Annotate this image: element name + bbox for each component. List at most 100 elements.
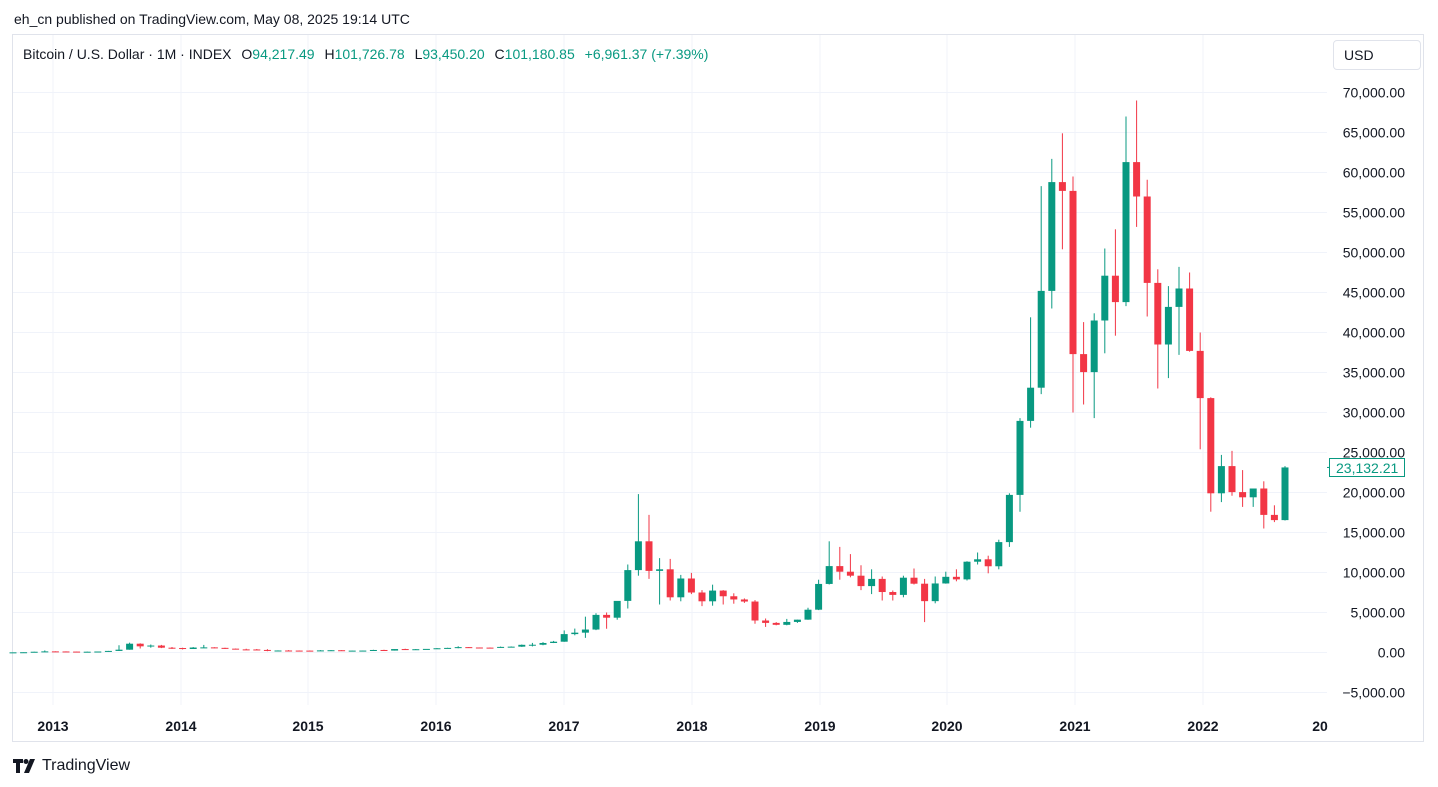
candle <box>836 546 844 580</box>
candle <box>1186 272 1194 352</box>
candle <box>931 576 939 604</box>
tradingview-logo[interactable]: TradingView <box>13 757 130 775</box>
candle-body <box>1005 494 1013 543</box>
candle <box>380 649 388 651</box>
y-tick-label: 65,000.00 <box>1343 125 1405 141</box>
y-axis-labels: 70,000.00 65,000.00 60,000.00 55,000.00 50,0… <box>1342 85 1405 701</box>
open-label: O <box>241 46 253 62</box>
candle <box>984 555 992 574</box>
candle <box>868 569 876 595</box>
high-label: H <box>324 46 335 62</box>
candle <box>878 576 886 601</box>
candle-body <box>157 645 165 648</box>
candle <box>454 646 462 649</box>
candle-body <box>952 576 960 580</box>
candle-body <box>232 648 240 650</box>
low-label: L <box>414 46 423 62</box>
candle <box>401 648 409 651</box>
candle-body <box>338 650 346 652</box>
candle-body <box>1122 162 1130 303</box>
candle-body <box>1143 196 1151 283</box>
candle <box>507 646 515 648</box>
candle <box>263 649 271 652</box>
candle-body <box>815 583 823 610</box>
candle-body <box>1058 182 1066 191</box>
candle-body <box>645 541 653 571</box>
tradingview-brand: TradingView <box>42 757 131 774</box>
candle-body <box>613 600 621 618</box>
change-value: +6,961.37 (+7.39%) <box>584 46 709 62</box>
candle <box>348 650 356 652</box>
candle <box>285 650 293 652</box>
candle <box>518 644 526 647</box>
candle-body <box>507 646 515 648</box>
y-tick-label: −5,000.00 <box>1342 685 1405 701</box>
candle-body <box>995 542 1003 567</box>
candle <box>815 579 823 611</box>
candle <box>316 650 324 652</box>
y-tick-label: 5,000.00 <box>1351 605 1406 621</box>
candle-body <box>41 651 49 653</box>
candle-body <box>910 577 918 584</box>
x-tick-label: 2018 <box>676 718 707 734</box>
candle <box>369 649 377 651</box>
y-tick-label: 10,000.00 <box>1343 565 1405 581</box>
candle-body <box>1164 306 1172 345</box>
candle <box>528 642 536 647</box>
candle-body <box>263 649 271 651</box>
candle-body <box>1239 492 1247 498</box>
y-tick-label: 20,000.00 <box>1343 485 1405 501</box>
candle <box>221 647 229 649</box>
candle <box>20 652 28 654</box>
candle <box>1027 317 1035 428</box>
candle <box>189 647 197 649</box>
candle <box>1005 493 1013 547</box>
candle-body <box>1228 466 1236 493</box>
x-tick-label: 2017 <box>548 718 579 734</box>
candle-body <box>1048 182 1056 291</box>
candle-body <box>656 569 664 571</box>
candle-body <box>83 651 91 653</box>
candle-body <box>179 648 187 650</box>
candle-body <box>1207 398 1215 494</box>
currency-button[interactable]: USD <box>1333 40 1421 70</box>
candle-body <box>1080 354 1088 373</box>
candle-body <box>295 650 303 652</box>
candle <box>624 564 632 609</box>
candle-body <box>380 649 388 651</box>
candle-body <box>1111 275 1119 303</box>
candle <box>1207 397 1215 512</box>
candle-body <box>444 647 452 649</box>
candle <box>1016 418 1024 512</box>
candle-body <box>889 592 897 595</box>
candle <box>104 650 112 652</box>
candle-body <box>1037 290 1045 388</box>
candle-body <box>634 541 642 571</box>
candle-body <box>677 578 685 598</box>
candle <box>963 561 971 581</box>
candle-body <box>136 643 144 647</box>
candle <box>613 600 621 620</box>
candle-body <box>327 650 335 652</box>
candle-body <box>518 644 526 647</box>
candle <box>899 575 907 598</box>
candle-body <box>1186 288 1194 351</box>
candle <box>422 648 430 650</box>
candle <box>200 644 208 649</box>
candle <box>327 649 335 652</box>
candle-body <box>359 650 367 652</box>
candle <box>1111 229 1119 336</box>
candle-body <box>274 650 282 652</box>
candle <box>486 647 494 649</box>
y-tick-label: 15,000.00 <box>1343 525 1405 541</box>
y-tick-label: 55,000.00 <box>1343 205 1405 221</box>
candle-body <box>242 649 250 651</box>
candle <box>391 649 399 651</box>
candle-body <box>422 648 430 650</box>
candle-body <box>306 650 314 652</box>
candle <box>751 600 759 624</box>
candle <box>253 648 261 651</box>
candle-body <box>465 647 473 649</box>
candle <box>1143 179 1151 317</box>
